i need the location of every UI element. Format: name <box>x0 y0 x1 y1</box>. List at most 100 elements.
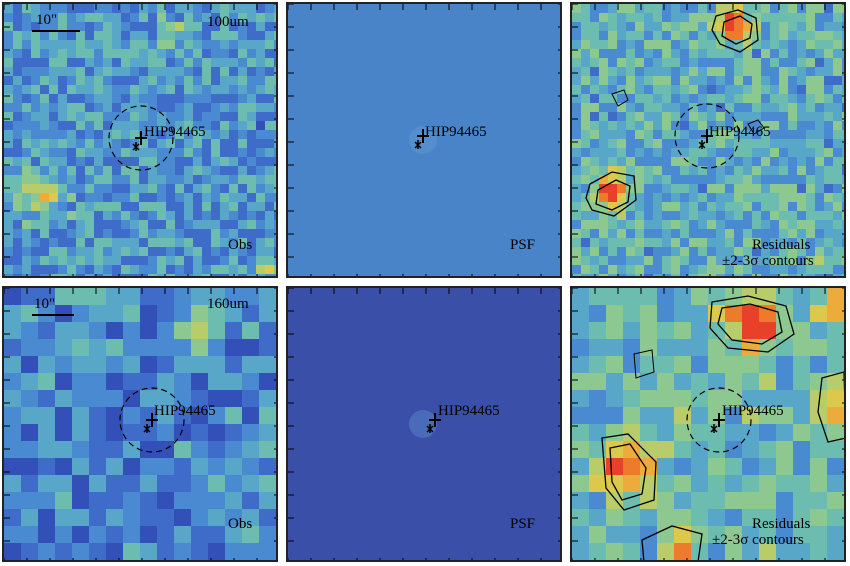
map-pixel <box>38 322 56 340</box>
map-pixel <box>13 157 23 167</box>
map-pixel <box>770 166 780 176</box>
map-pixel <box>274 184 276 194</box>
map-pixel <box>166 148 176 158</box>
map-pixel <box>157 193 167 203</box>
map-pixel <box>635 175 645 185</box>
map-pixel <box>844 526 846 544</box>
map-pixel <box>193 211 203 221</box>
map-pixel <box>112 157 122 167</box>
map-pixel <box>708 441 726 459</box>
map-pixel <box>265 85 275 95</box>
map-pixel <box>842 13 844 23</box>
map-pixel <box>608 58 618 68</box>
map-pixel <box>76 247 86 257</box>
map-pixel <box>157 458 175 476</box>
map-pixel <box>572 13 582 23</box>
map-pixel <box>680 247 690 257</box>
map-pixel <box>708 288 726 306</box>
map-pixel <box>123 390 141 408</box>
map-pixel <box>202 130 212 140</box>
map-pixel <box>752 274 762 276</box>
map-pixel <box>21 339 39 357</box>
map-pixel <box>166 112 176 122</box>
map-pixel <box>67 67 77 77</box>
map-pixel <box>229 202 239 212</box>
map-pixel <box>761 157 771 167</box>
map-pixel <box>130 148 140 158</box>
map-pixel <box>58 58 68 68</box>
map-pixel <box>184 13 194 23</box>
map-pixel <box>827 441 844 459</box>
map-pixel <box>581 256 591 266</box>
map-pixel <box>590 247 600 257</box>
map-pixel <box>725 148 735 158</box>
map-pixel <box>806 247 816 257</box>
map-pixel <box>824 76 834 86</box>
map-pixel <box>635 40 645 50</box>
map-pixel <box>166 247 176 257</box>
map-pixel <box>89 560 107 562</box>
map-pixel <box>797 76 807 86</box>
map-pixel <box>49 85 59 95</box>
map-pixel <box>572 475 590 493</box>
map-pixel <box>824 139 834 149</box>
map-pixel <box>166 211 176 221</box>
map-pixel <box>779 85 789 95</box>
map-pixel <box>752 175 762 185</box>
map-pixel <box>112 184 122 194</box>
map-pixel <box>130 202 140 212</box>
map-pixel <box>572 356 590 374</box>
map-pixel <box>742 356 760 374</box>
map-pixel <box>184 211 194 221</box>
map-pixel <box>824 85 834 95</box>
map-pixel <box>193 121 203 131</box>
map-pixel <box>770 274 780 276</box>
map-pixel <box>202 13 212 23</box>
map-pixel <box>139 94 149 104</box>
map-pixel <box>842 274 844 276</box>
map-pixel <box>770 175 780 185</box>
map-pixel <box>635 67 645 77</box>
map-pixel <box>716 211 726 221</box>
map-pixel <box>698 85 708 95</box>
map-pixel <box>67 247 77 257</box>
map-pixel <box>617 175 627 185</box>
map-pixel <box>4 67 14 77</box>
map-pixel <box>259 441 276 459</box>
map-pixel <box>635 166 645 176</box>
map-pixel <box>626 4 636 14</box>
map-pixel <box>148 157 158 167</box>
map-pixel <box>112 103 122 113</box>
map-pixel <box>708 475 726 493</box>
map-pixel <box>89 305 107 323</box>
map-pixel <box>815 103 825 113</box>
map-pixel <box>193 157 203 167</box>
map-pixel <box>761 130 771 140</box>
map-pixel <box>202 166 212 176</box>
map-pixel <box>31 40 41 50</box>
contour-line <box>747 119 765 135</box>
map-pixel <box>85 67 95 77</box>
map-pixel <box>220 58 230 68</box>
map-pixel <box>770 121 780 131</box>
map-pixel <box>590 211 600 221</box>
map-pixel <box>148 148 158 158</box>
map-pixel <box>184 220 194 230</box>
map-pixel <box>40 58 50 68</box>
map-pixel <box>635 85 645 95</box>
map-pixel <box>193 94 203 104</box>
map-pixel <box>13 229 23 239</box>
map-pixel <box>106 424 124 442</box>
map-pixel <box>761 238 771 248</box>
map-pixel <box>274 94 276 104</box>
map-pixel <box>22 40 32 50</box>
map-pixel <box>58 238 68 248</box>
map-pixel <box>174 475 192 493</box>
map-pixel <box>788 112 798 122</box>
map-pixel <box>827 339 844 357</box>
map-pixel <box>793 356 811 374</box>
map-pixel <box>276 305 278 323</box>
map-pixel <box>220 238 230 248</box>
map-pixel <box>123 373 141 391</box>
map-pixel <box>22 31 32 41</box>
